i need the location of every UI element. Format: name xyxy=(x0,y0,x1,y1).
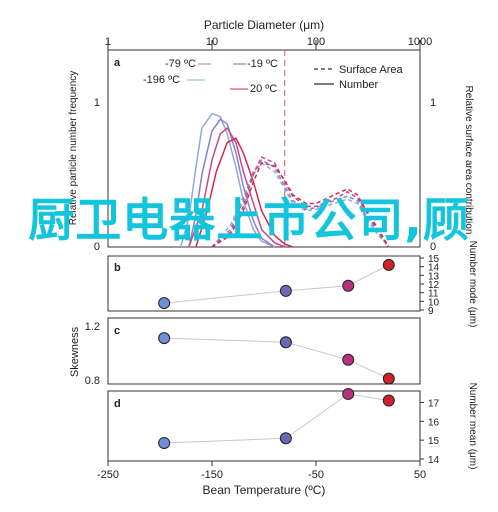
data-point xyxy=(342,279,355,292)
right-tick-1: 1 xyxy=(430,97,436,109)
left-axis-label-c: Skewness xyxy=(69,326,81,377)
panel-d-right-ticks: 14 15 16 17 xyxy=(420,398,440,466)
left-tick-c-low: 0.8 xyxy=(85,375,100,387)
right-tick-label: 16 xyxy=(428,417,440,428)
series-line-number xyxy=(179,112,275,248)
right-tick-label: 15 xyxy=(428,254,440,265)
temperature-labels: -79 ºC -19 ºC -196 ºC 20 ºC xyxy=(143,58,278,95)
right-tick-0: 0 xyxy=(430,241,436,253)
data-point xyxy=(279,432,292,445)
right-tick-label: 11 xyxy=(428,289,439,300)
bottom-axis-ticks: -250 -150 -50 50 xyxy=(97,461,426,481)
trend-line xyxy=(164,337,390,380)
bottom-tick-label: -150 xyxy=(201,469,223,481)
data-point xyxy=(382,394,395,407)
panel-d-points xyxy=(158,387,395,449)
data-point xyxy=(279,284,292,297)
data-point xyxy=(382,372,395,385)
panel-c-frame xyxy=(107,317,421,385)
panel-c: c Skewness 1.2 0.8 xyxy=(69,317,421,387)
right-axis-label-b: Number mode (μm) xyxy=(467,241,478,328)
top-tick-label: 1000 xyxy=(408,36,432,48)
data-point xyxy=(382,258,395,271)
left-tick-1: 1 xyxy=(94,97,100,109)
panel-b-frame xyxy=(107,255,421,312)
series-line-number xyxy=(195,137,294,248)
data-point xyxy=(279,336,292,349)
left-tick-0: 0 xyxy=(94,241,100,253)
right-axis-label-d: Number mean (μm) xyxy=(467,383,478,470)
series-line-number xyxy=(188,118,276,248)
data-point xyxy=(158,297,171,310)
right-tick-label: 13 xyxy=(428,271,440,282)
trend-line xyxy=(164,393,389,444)
right-tick-label: 14 xyxy=(428,263,440,274)
top-axis-ticks: 1 10 100 1000 xyxy=(105,36,432,50)
data-point xyxy=(158,436,171,449)
right-tick-label: 17 xyxy=(428,398,440,409)
temp-label-neg19: -19 ºC xyxy=(247,58,278,70)
series-line-surface-area xyxy=(211,156,390,248)
temp-label-neg196: -196 ºC xyxy=(143,74,180,86)
bottom-tick-label: -50 xyxy=(308,469,324,481)
right-tick-label: 14 xyxy=(428,455,440,466)
data-point xyxy=(342,353,355,366)
data-point xyxy=(342,387,355,400)
panel-a-series xyxy=(179,112,390,248)
panel-c-points xyxy=(158,332,395,385)
top-tick-label: 100 xyxy=(307,36,325,48)
top-tick-label: 1 xyxy=(105,36,111,48)
data-point xyxy=(158,332,171,345)
left-tick-c-high: 1.2 xyxy=(85,321,100,333)
panel-b-points xyxy=(158,258,395,310)
legend-label-number: Number xyxy=(339,79,378,91)
top-axis-label: Particle Diameter (μm) xyxy=(204,18,324,32)
bottom-axis-label: Bean Temperature (ºC) xyxy=(203,483,326,497)
right-tick-label: 9 xyxy=(428,306,434,317)
legend: Surface Area Number xyxy=(314,64,403,91)
panel-d-letter: d xyxy=(114,398,121,410)
series-line-surface-area xyxy=(211,159,390,248)
series-line-number xyxy=(188,126,285,248)
top-tick-label: 10 xyxy=(206,36,218,48)
bottom-tick-label: 50 xyxy=(414,469,426,481)
panel-a: a Particle Diameter (μm) 1 10 100 1000 Rela… xyxy=(68,18,474,253)
panel-d: d 14 15 16 17 Number mean (μm) -250 -150 -50 5… xyxy=(97,383,478,497)
right-tick-label: 12 xyxy=(428,280,440,291)
panel-c-letter: c xyxy=(114,325,120,337)
temp-label-20: 20 ºC xyxy=(250,83,277,95)
trend-line xyxy=(164,264,390,304)
right-tick-label: 10 xyxy=(428,297,440,308)
panel-a-frame xyxy=(107,49,421,248)
right-tick-label: 15 xyxy=(428,436,440,447)
temp-label-neg79: -79 ºC xyxy=(165,58,196,70)
left-axis-label-a: Relative particle number frequency xyxy=(68,71,79,226)
panel-b-letter: b xyxy=(114,262,121,274)
right-axis-label-a: Relative surface area contribution xyxy=(463,86,474,235)
series-line-surface-area xyxy=(211,162,390,248)
bottom-tick-label: -250 xyxy=(97,469,119,481)
panel-d-frame xyxy=(107,390,421,462)
legend-label-surface-area: Surface Area xyxy=(339,64,403,76)
panel-a-letter: a xyxy=(114,57,121,69)
